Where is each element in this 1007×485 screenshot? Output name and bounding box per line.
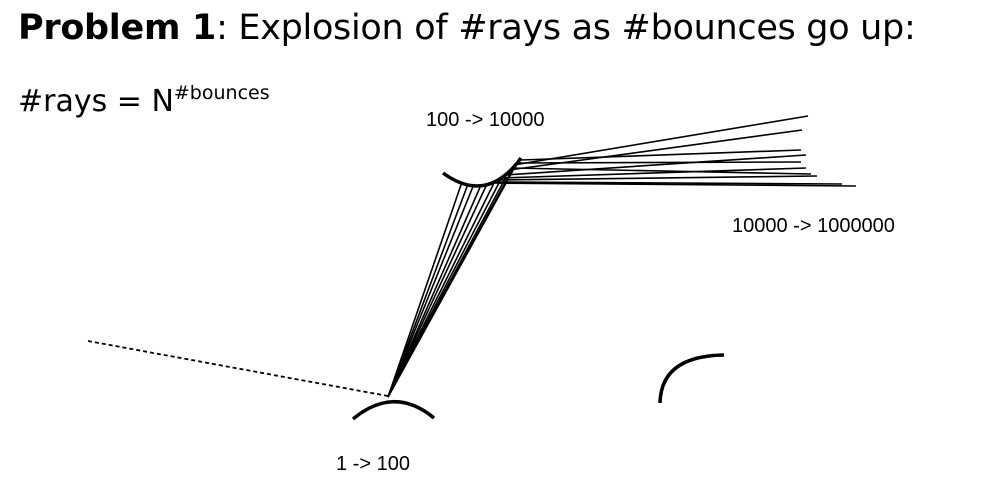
top-mirror-arc bbox=[441, 156, 523, 188]
slide-title: Problem 1: Explosion of #rays as #bounce… bbox=[18, 6, 916, 50]
formula-base: #rays = N bbox=[18, 84, 174, 119]
first-bounce-label: 1 -> 100 bbox=[336, 453, 410, 475]
ray-fan-first-bounce bbox=[387, 164, 517, 398]
formula-exponent: #bounces bbox=[173, 82, 270, 104]
bottom-surface-arc bbox=[351, 400, 436, 421]
right-surface-arc bbox=[658, 353, 725, 404]
title-rest: : Explosion of #rays as #bounces go up: bbox=[216, 8, 916, 48]
third-bounce-label: 10000 -> 1000000 bbox=[732, 215, 895, 237]
ray-count-formula: #rays = N#bounces bbox=[18, 82, 270, 125]
second-bounce-label: 100 -> 10000 bbox=[426, 109, 545, 131]
ray-fan-second-bounce bbox=[490, 115, 857, 187]
incoming-ray bbox=[87, 340, 389, 397]
title-bold: Problem 1 bbox=[18, 8, 217, 48]
